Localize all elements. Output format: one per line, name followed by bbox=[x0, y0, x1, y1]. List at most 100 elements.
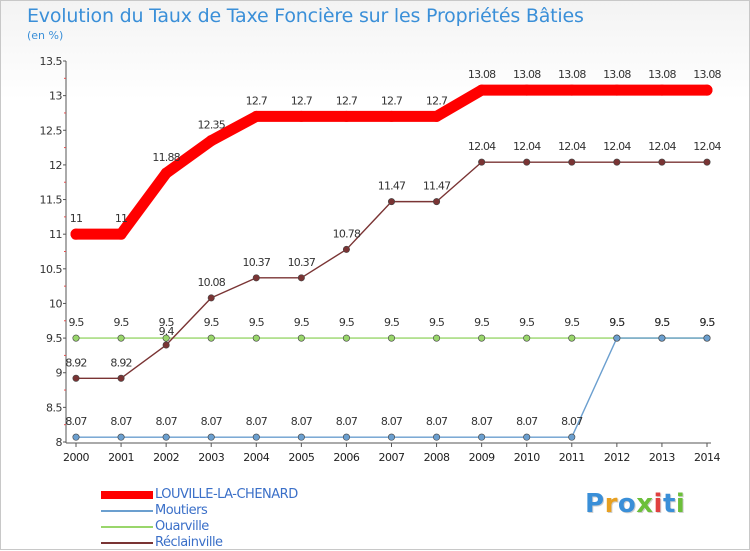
legend-label: LOUVILLE-LA-CHENARD bbox=[155, 487, 298, 502]
data-point bbox=[431, 110, 443, 122]
y-tick-label: 9.5 bbox=[46, 332, 62, 345]
data-label: 9.5 bbox=[609, 316, 625, 329]
data-label: 9.5 bbox=[159, 316, 175, 329]
data-point bbox=[566, 84, 578, 96]
data-point bbox=[476, 84, 488, 96]
data-point bbox=[162, 341, 170, 349]
data-label: 9.5 bbox=[699, 316, 715, 329]
data-label: 13.08 bbox=[648, 68, 676, 81]
data-label: 9.5 bbox=[384, 316, 400, 329]
data-point bbox=[387, 433, 395, 441]
x-tick-label: 2004 bbox=[243, 451, 269, 464]
data-point bbox=[433, 334, 441, 342]
x-tick-label: 2009 bbox=[469, 451, 495, 464]
data-label: 9.5 bbox=[429, 316, 445, 329]
legend-label: Moutiers bbox=[155, 503, 208, 518]
y-tick-label: 11 bbox=[49, 228, 62, 241]
data-point bbox=[252, 334, 260, 342]
x-tick-label: 2006 bbox=[333, 451, 359, 464]
logo-letter: i bbox=[653, 489, 663, 519]
data-point bbox=[297, 274, 305, 282]
data-label: 12.04 bbox=[558, 140, 586, 153]
data-point bbox=[342, 433, 350, 441]
data-point bbox=[568, 158, 576, 166]
data-label: 8.92 bbox=[65, 356, 86, 369]
data-point bbox=[433, 433, 441, 441]
data-point bbox=[568, 334, 576, 342]
data-label: 9.5 bbox=[68, 316, 84, 329]
data-point bbox=[207, 433, 215, 441]
logo-letter: P bbox=[585, 489, 605, 519]
x-tick-label: 2010 bbox=[514, 451, 540, 464]
data-label: 12.35 bbox=[197, 119, 225, 132]
data-point bbox=[72, 433, 80, 441]
data-point bbox=[115, 228, 127, 240]
data-point bbox=[160, 167, 172, 179]
y-tick-label: 12.5 bbox=[40, 124, 63, 137]
y-tick-label: 10 bbox=[49, 297, 62, 310]
logo-letter: x bbox=[636, 489, 654, 519]
legend-label: Réclainville bbox=[155, 535, 223, 550]
data-label: 8.07 bbox=[561, 415, 583, 428]
y-tick-label: 13.5 bbox=[40, 55, 63, 68]
x-tick-label: 2008 bbox=[424, 451, 450, 464]
data-label: 8.07 bbox=[155, 415, 177, 428]
x-tick-label: 2005 bbox=[288, 451, 314, 464]
data-point bbox=[387, 334, 395, 342]
data-label: 13.08 bbox=[693, 68, 721, 81]
data-label: 8.07 bbox=[65, 415, 87, 428]
y-tick-label: 12 bbox=[49, 159, 62, 172]
data-point bbox=[342, 334, 350, 342]
data-label: 13.08 bbox=[513, 68, 541, 81]
data-point bbox=[387, 198, 395, 206]
data-point bbox=[613, 334, 621, 342]
data-point bbox=[703, 158, 711, 166]
data-label: 8.92 bbox=[110, 356, 131, 369]
legend-swatch bbox=[101, 510, 153, 512]
data-label: 11 bbox=[115, 212, 127, 225]
y-tick-label: 8 bbox=[56, 436, 63, 449]
y-tick-label: 8.5 bbox=[46, 401, 62, 414]
x-tick-label: 2011 bbox=[559, 451, 585, 464]
data-label: 10.37 bbox=[288, 256, 316, 269]
series-line-3 bbox=[75, 161, 708, 379]
legend-swatch bbox=[101, 526, 153, 528]
data-label: 8.07 bbox=[336, 415, 358, 428]
data-label: 11.47 bbox=[378, 180, 406, 193]
logo-letter: t bbox=[662, 489, 676, 519]
legend-swatch bbox=[101, 491, 153, 499]
data-label: 9.5 bbox=[519, 316, 535, 329]
data-label: 12.7 bbox=[291, 94, 313, 107]
data-label: 8.07 bbox=[426, 415, 448, 428]
data-label: 12.04 bbox=[693, 140, 721, 153]
data-label: 13.08 bbox=[468, 68, 496, 81]
logo-letter: o bbox=[617, 489, 637, 519]
chart-title: Evolution du Taux de Taxe Foncière sur l… bbox=[27, 5, 584, 27]
data-label: 12.7 bbox=[426, 94, 448, 107]
data-point bbox=[658, 158, 666, 166]
data-point bbox=[70, 228, 82, 240]
data-label: 11.88 bbox=[152, 151, 180, 164]
logo-letter: r bbox=[604, 489, 618, 519]
data-point bbox=[297, 433, 305, 441]
x-tick-label: 2002 bbox=[153, 451, 179, 464]
x-tick-label: 2013 bbox=[649, 451, 675, 464]
data-label: 12.04 bbox=[468, 140, 496, 153]
x-tick-label: 2014 bbox=[694, 451, 720, 464]
data-point bbox=[523, 158, 531, 166]
data-point bbox=[613, 158, 621, 166]
data-label: 9.5 bbox=[699, 316, 715, 329]
data-label: 9.5 bbox=[609, 316, 625, 329]
data-label: 8.07 bbox=[201, 415, 223, 428]
data-point bbox=[295, 110, 307, 122]
data-point bbox=[658, 334, 666, 342]
data-label: 8.07 bbox=[110, 415, 132, 428]
data-point bbox=[478, 158, 486, 166]
data-point bbox=[72, 374, 80, 382]
data-label: 9.5 bbox=[654, 316, 670, 329]
data-label: 9.5 bbox=[654, 316, 670, 329]
data-label: 13.08 bbox=[603, 68, 631, 81]
data-label: 13.08 bbox=[558, 68, 586, 81]
data-label: 9.5 bbox=[114, 316, 130, 329]
